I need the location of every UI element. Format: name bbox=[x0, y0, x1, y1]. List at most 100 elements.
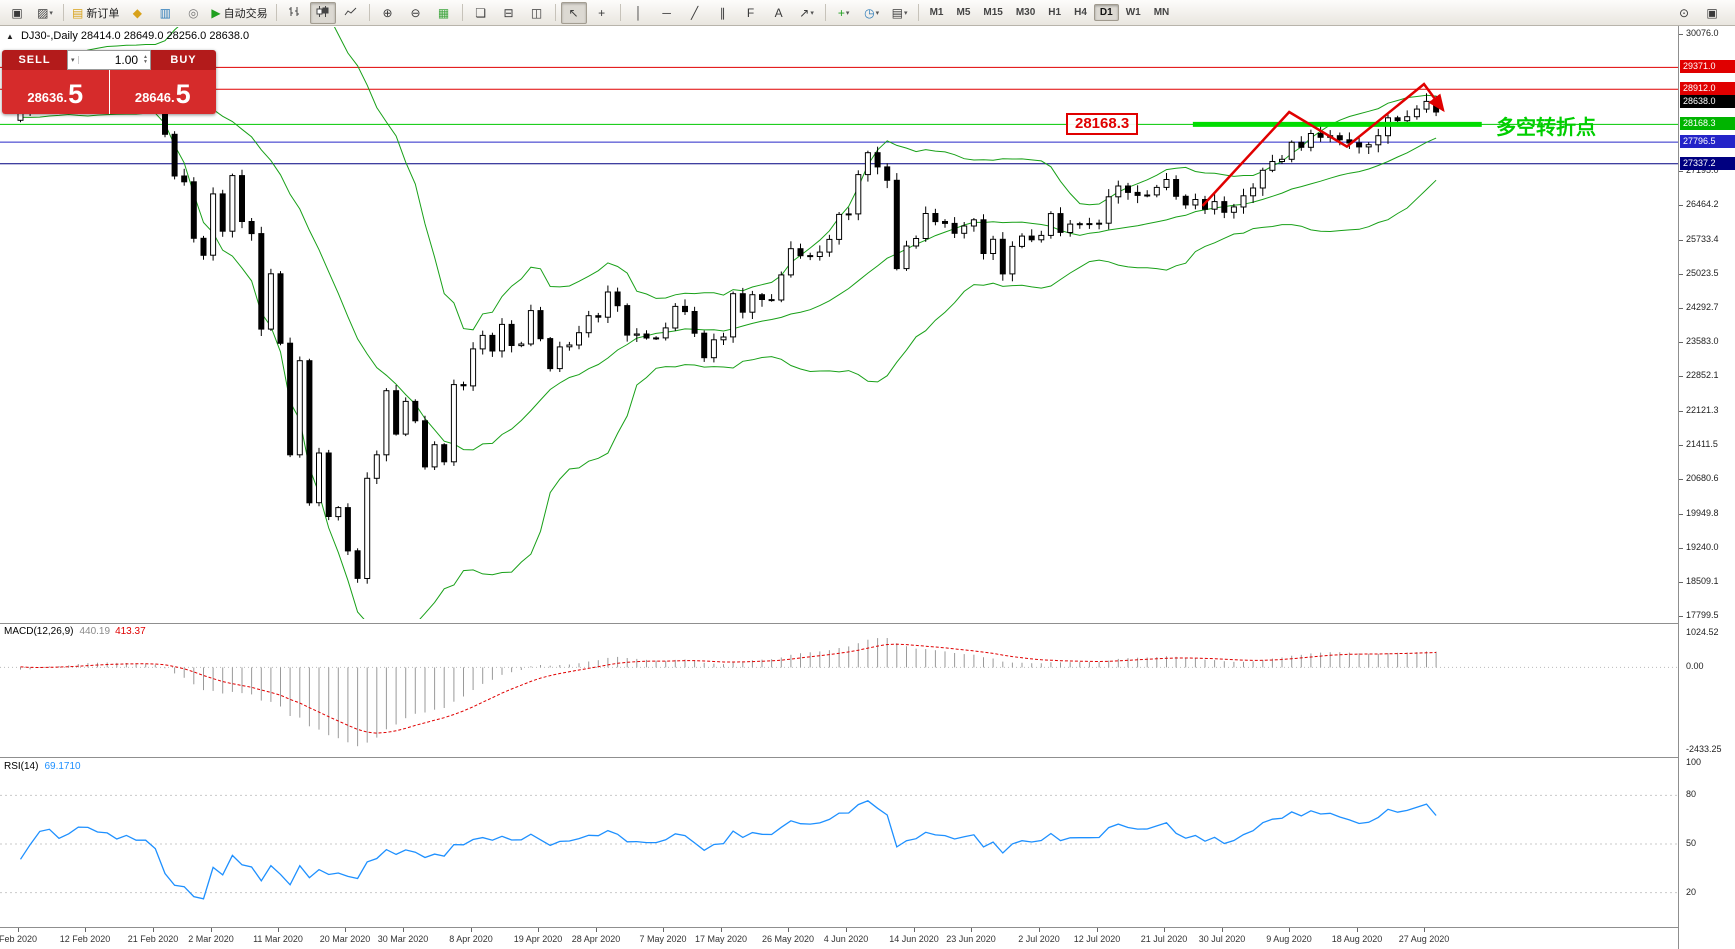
tile-vertically-button[interactable]: ◫ bbox=[524, 2, 550, 24]
market-watch-button[interactable]: ▥ bbox=[152, 2, 178, 24]
bar-chart-button[interactable] bbox=[282, 2, 308, 24]
turning-point-note[interactable]: 多空转折点 bbox=[1496, 117, 1596, 139]
price-scale-tick bbox=[1679, 582, 1683, 583]
cursor-button[interactable]: ↖ bbox=[560, 1, 587, 24]
macd-signal-value: 413.37 bbox=[115, 626, 146, 637]
ask-price-big-digit: 5 bbox=[175, 79, 191, 109]
templates-icon: ▤ bbox=[891, 5, 903, 20]
arrows-tool-button[interactable]: ↗ ▾ bbox=[794, 2, 820, 24]
price-line-label: 29371.0 bbox=[1680, 60, 1735, 73]
timeframe-h4-button[interactable]: H4 bbox=[1074, 7, 1087, 18]
date-label: 30 Mar 2020 bbox=[377, 934, 429, 944]
price-scale-tick bbox=[1679, 274, 1683, 275]
vertical-line-icon: │ bbox=[634, 5, 643, 20]
support-price-label[interactable]: 28168.3 bbox=[1066, 113, 1139, 135]
chevron-down-icon: ▾ bbox=[875, 9, 880, 17]
timeframe-m1-button[interactable]: M1 bbox=[929, 7, 944, 18]
time-scale[interactable]: Feb 2020 12 Feb 2020 21 Feb 2020 2 Mar 2020… bbox=[0, 927, 1678, 949]
timeframe-group: M1 M5 M15 M30 H1 H4 D1 W1 MN bbox=[924, 4, 1176, 21]
zoom-in-button[interactable]: ⊕ bbox=[375, 2, 401, 24]
timeframe-w1-button[interactable]: W1 bbox=[1125, 7, 1141, 18]
price-scale-tick bbox=[1679, 342, 1683, 343]
crosshair-button[interactable]: + bbox=[589, 2, 615, 24]
date-label: 17 May 2020 bbox=[694, 934, 748, 944]
time-scale-tick bbox=[18, 928, 19, 932]
timeframe-m5-button[interactable]: M5 bbox=[956, 7, 971, 18]
navigator-button[interactable]: ◎ bbox=[180, 2, 206, 24]
timeframe-h1-button[interactable]: H1 bbox=[1048, 7, 1062, 18]
line-chart-button[interactable] bbox=[338, 2, 364, 24]
channel-button[interactable]: ∥ bbox=[710, 2, 736, 24]
price-scale-tick bbox=[1679, 411, 1683, 412]
date-label: 12 Feb 2020 bbox=[59, 934, 111, 944]
spinner-up-icon[interactable]: ▲ bbox=[143, 54, 148, 60]
candlestick-chart-button[interactable] bbox=[309, 1, 336, 24]
time-scale-tick bbox=[153, 928, 154, 932]
volume-value[interactable]: 1.00 bbox=[114, 53, 139, 67]
price-scale-label: 23583.0 bbox=[1686, 336, 1719, 346]
trade-panel-toggle-icon[interactable]: ▲ bbox=[6, 32, 14, 41]
search-button[interactable]: ⊙ bbox=[1671, 2, 1697, 24]
bid-price-button[interactable]: 28636. 5 bbox=[2, 70, 109, 114]
metaquotes-icon: ◆ bbox=[132, 5, 142, 20]
navigator-icon: ◎ bbox=[188, 5, 199, 20]
price-scale[interactable]: 30076.0 27195.0 26464.2 25733.4 25023.5 24292… bbox=[1678, 26, 1735, 949]
rsi-scale-label: 50 bbox=[1686, 838, 1697, 848]
volume-spinner[interactable]: ▲ ▼ bbox=[141, 55, 150, 65]
chevron-down-icon: ▾ bbox=[810, 9, 814, 17]
price-line-label: 27796.5 bbox=[1680, 135, 1735, 148]
time-scale-tick bbox=[1164, 928, 1165, 932]
time-scale-tick bbox=[1424, 928, 1425, 932]
date-label: 14 Jun 2020 bbox=[889, 934, 939, 944]
indicators-button[interactable]: + ▾ bbox=[831, 2, 857, 24]
spinner-down-icon[interactable]: ▼ bbox=[143, 59, 148, 65]
volume-dropdown-icon[interactable]: ▾ bbox=[68, 56, 79, 64]
timeframe-mn-button[interactable]: MN bbox=[1153, 7, 1170, 18]
main-macd-splitter[interactable] bbox=[0, 623, 1678, 624]
text-tool-button[interactable]: A bbox=[766, 2, 792, 24]
price-scale-tick bbox=[1679, 548, 1683, 549]
sell-button[interactable]: SELL bbox=[2, 50, 67, 70]
candlestick-chart-icon bbox=[316, 5, 329, 20]
new-chart-button[interactable]: ▣ bbox=[4, 2, 30, 24]
profiles-button[interactable]: ▨ ▾ bbox=[32, 2, 58, 24]
date-label: 28 Apr 2020 bbox=[571, 934, 621, 944]
vertical-line-button[interactable]: │ bbox=[626, 2, 652, 24]
volume-control[interactable]: ▾ 1.00 ▲ ▼ bbox=[67, 50, 151, 70]
tile-horizontally-button[interactable]: ⊟ bbox=[496, 2, 522, 24]
date-label: 27 Aug 2020 bbox=[1398, 934, 1450, 944]
indicators-icon: + bbox=[837, 5, 845, 20]
date-label: 18 Aug 2020 bbox=[1331, 934, 1383, 944]
toolbar-separator bbox=[368, 4, 370, 21]
toolbar-separator bbox=[824, 4, 826, 21]
date-label: 21 Jul 2020 bbox=[1140, 934, 1188, 944]
tile-windows-button[interactable]: ▦ bbox=[431, 2, 457, 24]
price-scale-tick bbox=[1679, 616, 1683, 617]
metaeditor-button[interactable]: ◆ bbox=[124, 2, 150, 24]
time-scale-tick bbox=[1039, 928, 1040, 932]
autotrading-button[interactable]: ▶ 自动交易 bbox=[208, 2, 270, 24]
date-label: 23 Jun 2020 bbox=[946, 934, 996, 944]
macd-rsi-splitter[interactable] bbox=[0, 757, 1678, 758]
trendline-button[interactable]: ╱ bbox=[682, 2, 708, 24]
rsi-value: 69.1710 bbox=[44, 761, 81, 772]
time-scale-tick bbox=[538, 928, 539, 932]
timeframe-m30-button[interactable]: M30 bbox=[1015, 7, 1036, 18]
zoom-out-button[interactable]: ⊖ bbox=[403, 2, 429, 24]
templates-button[interactable]: ▤ ▾ bbox=[887, 2, 913, 24]
new-order-button[interactable]: ▤ 新订单 bbox=[69, 2, 122, 24]
buy-button[interactable]: BUY bbox=[151, 50, 216, 70]
date-label: 2 Jul 2020 bbox=[1018, 934, 1060, 944]
horizontal-line-button[interactable]: ─ bbox=[654, 2, 680, 24]
price-scale-label: 18509.1 bbox=[1686, 576, 1719, 586]
ask-price-button[interactable]: 28646. 5 bbox=[109, 70, 216, 114]
timeframe-m15-button[interactable]: M15 bbox=[983, 7, 1003, 18]
tile-vertically-icon: ◫ bbox=[530, 5, 543, 20]
cascade-windows-button[interactable]: ❏ bbox=[468, 2, 494, 24]
rsi-scale-label: 80 bbox=[1686, 789, 1697, 799]
open-window-button[interactable]: ▣ bbox=[1699, 2, 1725, 24]
periods-button[interactable]: ◷ ▾ bbox=[859, 2, 885, 24]
fibonacci-button[interactable]: F bbox=[738, 2, 764, 24]
timeframe-d1-button[interactable]: D1 bbox=[1093, 4, 1119, 21]
